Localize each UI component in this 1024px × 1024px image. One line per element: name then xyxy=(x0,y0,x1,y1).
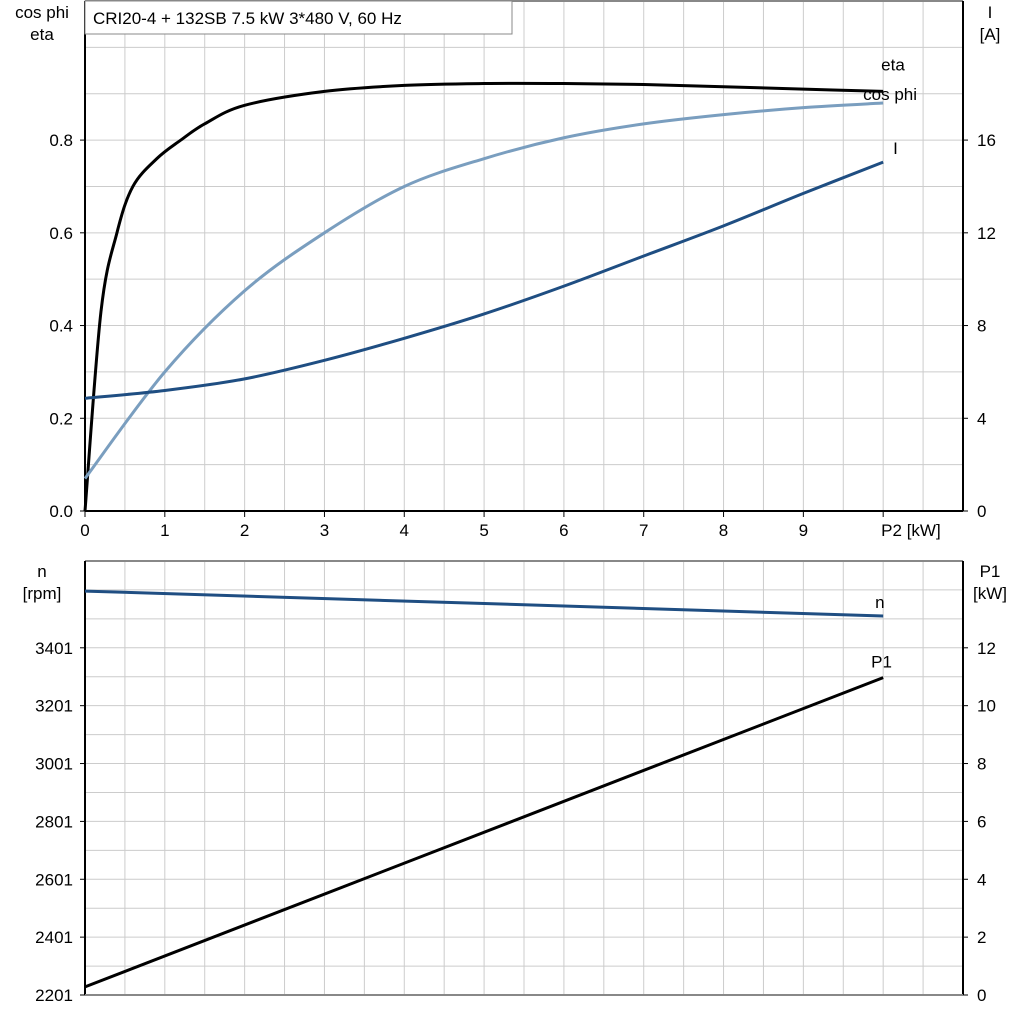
y-tick-label-left: 2601 xyxy=(35,870,73,889)
y-tick-label-left: 2201 xyxy=(35,986,73,1005)
chart-title: CRI20-4 + 132SB 7.5 kW 3*480 V, 60 Hz xyxy=(93,9,402,28)
x-tick-label: 5 xyxy=(479,521,488,540)
title-box xyxy=(84,0,513,35)
y-tick-label-right: 10 xyxy=(977,697,996,716)
y-tick-label-right: 12 xyxy=(977,639,996,658)
y-tick-label-right: 8 xyxy=(977,755,986,774)
series-line-P1 xyxy=(84,676,884,989)
y-tick-label-right: 16 xyxy=(977,131,996,150)
series-line-I xyxy=(84,160,884,400)
y-tick-label-right: 6 xyxy=(977,812,986,831)
y-tick-label-right: 4 xyxy=(977,870,986,889)
x-tick-label: 3 xyxy=(320,521,329,540)
x-tick-label: 8 xyxy=(719,521,728,540)
y-tick-label-left: 0.6 xyxy=(49,224,73,243)
series-label-I: I xyxy=(893,139,898,158)
y-tick-label-left: 3401 xyxy=(35,639,73,658)
y-tick-label-right: 2 xyxy=(977,928,986,947)
y-axis-label-right: P1 xyxy=(980,562,1001,581)
y-tick-label-left: 3201 xyxy=(35,697,73,716)
x-tick-label: 6 xyxy=(559,521,568,540)
y-tick-label-left: 0.4 xyxy=(49,317,73,336)
y-axis-label-left: n xyxy=(37,562,46,581)
y-tick-label-right: 12 xyxy=(977,224,996,243)
x-tick-label: 4 xyxy=(400,521,409,540)
y-tick-label-right: 8 xyxy=(977,317,986,336)
x-tick-label: 0 xyxy=(80,521,89,540)
y-axis-label-right: I xyxy=(988,3,993,22)
y-axis-label-left: cos phi xyxy=(15,3,69,22)
y-tick-label-left: 2801 xyxy=(35,812,73,831)
y-axis-label-right: [kW] xyxy=(973,584,1007,603)
x-tick-label: 1 xyxy=(160,521,169,540)
series-label-n: n xyxy=(875,593,884,612)
x-tick-label: 7 xyxy=(639,521,648,540)
x-axis-label: P2 [kW] xyxy=(881,521,941,540)
series-line-n xyxy=(84,589,884,618)
series-label-cos-phi: cos phi xyxy=(863,85,917,104)
y-tick-label-left: 0.2 xyxy=(49,409,73,428)
series-line-cos-phi xyxy=(83,101,884,480)
x-tick-label: 2 xyxy=(240,521,249,540)
y-tick-label-right: 4 xyxy=(977,409,986,428)
y-tick-label-left: 2401 xyxy=(35,928,73,947)
y-tick-label-right: 0 xyxy=(977,502,986,521)
y-axis-label-left: [rpm] xyxy=(23,584,62,603)
y-tick-label-left: 0.0 xyxy=(49,502,73,521)
series-label-P1: P1 xyxy=(871,653,892,672)
series-label-eta: eta xyxy=(881,55,905,74)
y-tick-label-left: 0.8 xyxy=(49,131,73,150)
y-axis-label-left: eta xyxy=(30,25,54,44)
y-tick-label-left: 3001 xyxy=(35,755,73,774)
series-line-eta xyxy=(83,81,884,512)
y-tick-label-right: 0 xyxy=(977,986,986,1005)
y-axis-label-right: [A] xyxy=(980,25,1001,44)
x-tick-label: 9 xyxy=(799,521,808,540)
